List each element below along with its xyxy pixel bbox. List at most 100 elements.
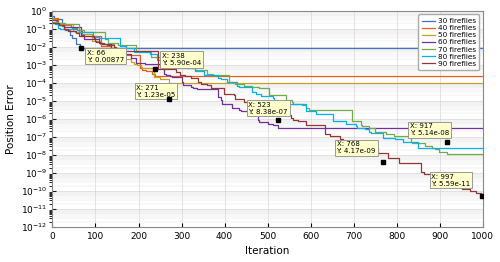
70 fireflies	[313, 109, 319, 112]
40 fireflies	[118, 53, 124, 57]
70 fireflies	[178, 63, 184, 66]
70 fireflies	[76, 28, 82, 31]
60 fireflies	[270, 124, 276, 127]
70 fireflies	[165, 62, 171, 65]
Text: X: 271
Y: 1.23e-05: X: 271 Y: 1.23e-05	[136, 85, 175, 97]
Text: X: 997
Y: 5.59e-11: X: 997 Y: 5.59e-11	[432, 174, 470, 187]
60 fireflies	[61, 25, 67, 28]
70 fireflies	[266, 94, 272, 97]
Line: 40 fireflies: 40 fireflies	[52, 18, 483, 76]
90 fireflies	[93, 41, 99, 44]
80 fireflies	[252, 92, 258, 95]
50 fireflies	[134, 64, 140, 67]
60 fireflies	[256, 120, 262, 123]
60 fireflies	[167, 75, 173, 78]
X-axis label: Iteration: Iteration	[246, 247, 290, 256]
30 fireflies	[60, 24, 66, 28]
70 fireflies	[428, 146, 434, 149]
60 fireflies	[100, 42, 106, 46]
60 fireflies	[274, 127, 280, 130]
40 fireflies	[59, 23, 65, 26]
60 fireflies	[255, 118, 261, 122]
80 fireflies	[50, 21, 56, 24]
60 fireflies	[110, 51, 116, 54]
30 fireflies	[77, 46, 83, 50]
80 fireflies	[240, 86, 246, 89]
70 fireflies	[176, 62, 182, 65]
70 fireflies	[382, 132, 388, 135]
80 fireflies	[123, 47, 129, 50]
50 fireflies	[166, 81, 172, 84]
40 fireflies	[152, 74, 158, 77]
70 fireflies	[358, 124, 364, 127]
Line: 90 fireflies: 90 fireflies	[52, 23, 483, 195]
60 fireflies	[188, 86, 194, 89]
70 fireflies	[444, 151, 450, 154]
Line: 30 fireflies: 30 fireflies	[52, 16, 483, 48]
70 fireflies	[409, 141, 415, 144]
50 fireflies	[70, 30, 76, 33]
60 fireflies	[163, 74, 169, 77]
40 fireflies	[112, 53, 118, 57]
90 fireflies	[173, 71, 179, 74]
40 fireflies	[108, 48, 114, 52]
60 fireflies	[265, 122, 271, 125]
70 fireflies	[298, 103, 304, 106]
70 fireflies	[372, 130, 378, 133]
50 fireflies	[166, 81, 172, 84]
70 fireflies	[432, 148, 438, 151]
50 fireflies	[53, 23, 59, 26]
70 fireflies	[444, 152, 450, 155]
70 fireflies	[392, 134, 398, 137]
70 fireflies	[210, 74, 216, 77]
80 fireflies	[258, 95, 264, 98]
50 fireflies	[131, 62, 137, 65]
70 fireflies	[184, 66, 190, 69]
60 fireflies	[82, 37, 87, 41]
50 fireflies	[128, 61, 134, 64]
30 fireflies	[72, 42, 78, 45]
90 fireflies	[480, 194, 486, 197]
60 fireflies	[480, 127, 486, 130]
60 fireflies	[50, 19, 56, 22]
50 fireflies	[72, 30, 78, 33]
70 fireflies	[349, 120, 355, 123]
60 fireflies	[225, 103, 231, 106]
90 fireflies	[438, 181, 444, 184]
60 fireflies	[190, 86, 196, 89]
70 fireflies	[104, 41, 110, 44]
60 fireflies	[133, 61, 139, 64]
70 fireflies	[204, 73, 210, 76]
70 fireflies	[266, 92, 272, 95]
40 fireflies	[54, 22, 60, 25]
40 fireflies	[138, 68, 144, 72]
80 fireflies	[284, 102, 290, 105]
70 fireflies	[62, 23, 68, 26]
50 fireflies	[138, 67, 144, 70]
Y-axis label: Position Error: Position Error	[6, 84, 16, 154]
40 fireflies	[150, 72, 156, 75]
Text: X: 66
Y: 0.00877: X: 66 Y: 0.00877	[87, 50, 124, 63]
40 fireflies	[143, 69, 149, 72]
50 fireflies	[480, 81, 486, 84]
30 fireflies	[78, 46, 84, 50]
60 fireflies	[138, 62, 144, 65]
30 fireflies	[62, 28, 68, 31]
50 fireflies	[157, 77, 163, 80]
70 fireflies	[249, 85, 255, 89]
70 fireflies	[289, 99, 295, 102]
70 fireflies	[302, 106, 308, 109]
60 fireflies	[180, 84, 186, 87]
90 fireflies	[322, 132, 328, 135]
30 fireflies	[78, 46, 84, 50]
Text: X: 523
Y: 8.38e-07: X: 523 Y: 8.38e-07	[248, 102, 288, 114]
70 fireflies	[82, 31, 87, 34]
40 fireflies	[99, 45, 105, 48]
70 fireflies	[408, 140, 414, 143]
70 fireflies	[232, 82, 238, 85]
Line: 50 fireflies: 50 fireflies	[52, 19, 483, 83]
70 fireflies	[444, 152, 450, 155]
80 fireflies	[200, 72, 206, 75]
70 fireflies	[102, 38, 108, 41]
50 fireflies	[120, 57, 126, 61]
